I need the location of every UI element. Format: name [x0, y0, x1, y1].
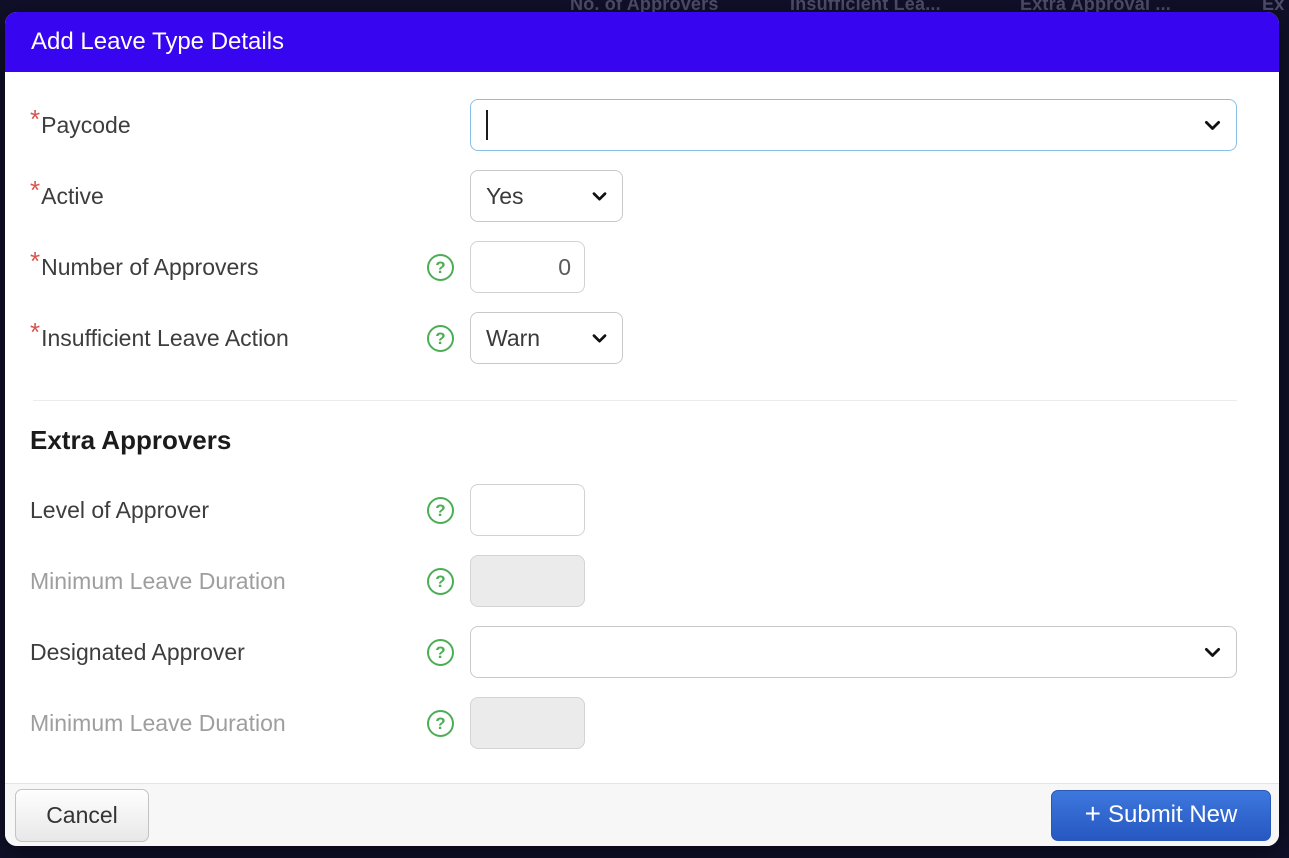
chevron-down-icon [1202, 642, 1223, 663]
minimum-leave-duration-input-1 [470, 555, 585, 607]
designated-approver-label: Designated Approver [30, 638, 245, 665]
insufficient-leave-action-label: * Insufficient Leave Action [30, 317, 289, 351]
number-of-approvers-label: * Number of Approvers [30, 246, 259, 280]
help-icon[interactable]: ? [427, 253, 454, 281]
section-divider [33, 400, 1237, 401]
help-icon[interactable]: ? [427, 709, 454, 737]
required-asterisk: * [30, 246, 41, 276]
insufficient-leave-action-value: Warn [486, 324, 541, 351]
help-icon[interactable]: ? [427, 496, 454, 524]
minimum-leave-duration-row-2: Minimum Leave Duration ? [30, 697, 1237, 749]
designated-approver-row: Designated Approver ? [30, 626, 1237, 678]
paycode-row: * Paycode [30, 99, 1237, 151]
chevron-down-icon [590, 329, 609, 348]
insufficient-leave-action-select[interactable]: Warn [470, 312, 623, 364]
minimum-leave-duration-row-1: Minimum Leave Duration ? [30, 555, 1237, 607]
chevron-down-icon [590, 187, 609, 206]
help-icon[interactable]: ? [427, 638, 454, 666]
minimum-leave-duration-label: Minimum Leave Duration [30, 567, 286, 594]
modal-header: Add Leave Type Details [5, 12, 1279, 72]
level-of-approver-row: Level of Approver ? [30, 484, 1237, 536]
modal-body: * Paycode * Active Ye [5, 72, 1279, 783]
bg-column-extra-approval: Extra Approval ... [1020, 0, 1171, 14]
number-of-approvers-input[interactable]: 0 [470, 241, 585, 293]
active-select-value: Yes [486, 182, 524, 209]
required-asterisk: * [30, 175, 41, 205]
required-asterisk: * [30, 104, 41, 134]
designated-approver-select[interactable] [470, 626, 1237, 678]
minimum-leave-duration-input-2 [470, 697, 585, 749]
background-table-header: No. of Approvers Insufficient Lea... Ext… [0, 0, 1289, 22]
bg-column-insufficient-lea: Insufficient Lea... [790, 0, 941, 14]
modal-title: Add Leave Type Details [31, 28, 285, 55]
number-of-approvers-row: * Number of Approvers ? 0 [30, 241, 1237, 293]
bg-column-no-of-approvers: No. of Approvers [570, 0, 719, 14]
active-row: * Active Yes [30, 170, 1237, 222]
active-select[interactable]: Yes [470, 170, 623, 222]
active-label: * Active [30, 175, 104, 209]
bg-column-cutoff: Ex [1262, 0, 1285, 14]
paycode-label: * Paycode [30, 104, 131, 138]
help-icon[interactable]: ? [427, 567, 454, 595]
text-cursor [486, 110, 488, 140]
minimum-leave-duration-label: Minimum Leave Duration [30, 709, 286, 736]
plus-icon: + [1084, 798, 1101, 829]
modal-footer: Cancel + Submit New [5, 783, 1279, 846]
help-icon[interactable]: ? [427, 324, 454, 352]
level-of-approver-label: Level of Approver [30, 496, 210, 523]
required-asterisk: * [30, 317, 41, 347]
insufficient-leave-action-row: * Insufficient Leave Action ? Warn [30, 312, 1237, 364]
add-leave-type-modal: Add Leave Type Details * Paycode * [5, 12, 1279, 846]
submit-new-button[interactable]: + Submit New [1051, 789, 1271, 841]
cancel-button[interactable]: Cancel [15, 788, 149, 842]
chevron-down-icon [1202, 115, 1223, 136]
paycode-combobox[interactable] [470, 99, 1237, 151]
level-of-approver-input[interactable] [470, 484, 585, 536]
extra-approvers-section-title: Extra Approvers [30, 425, 232, 455]
submit-new-label: Submit New [1107, 801, 1238, 828]
